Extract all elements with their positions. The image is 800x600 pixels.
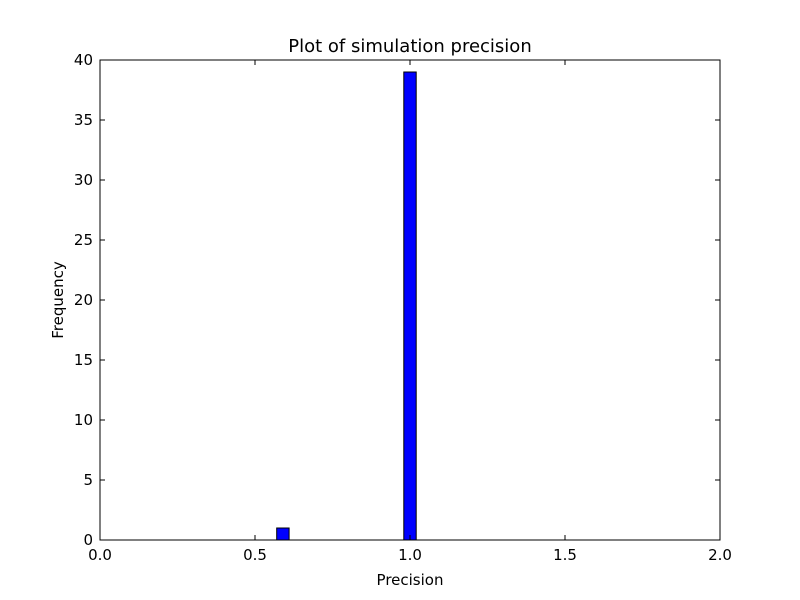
x-tick-label-0: 0.0 bbox=[88, 546, 112, 564]
ticks-layer: 0.0 0.5 1.0 1.5 2.0 0 5 10 15 20 25 30 35 40 bbox=[74, 51, 732, 564]
plot-frame bbox=[99, 59, 721, 541]
y-tick-label-0: 0 bbox=[83, 531, 93, 549]
y-tick-label-6: 30 bbox=[74, 171, 93, 189]
bars-layer bbox=[276, 71, 417, 541]
x-tick-label-2: 1.0 bbox=[398, 546, 422, 564]
histogram-bar-1 bbox=[403, 71, 417, 541]
y-axis-label: Frequency bbox=[49, 261, 67, 339]
x-tick-label-1: 0.5 bbox=[243, 546, 267, 564]
y-tick-label-3: 15 bbox=[74, 351, 93, 369]
chart-title: Plot of simulation precision bbox=[288, 36, 531, 57]
y-tick-label-4: 20 bbox=[74, 291, 93, 309]
histogram-bar-0 bbox=[276, 527, 290, 541]
x-tick-label-3: 1.5 bbox=[553, 546, 577, 564]
y-tick-label-5: 25 bbox=[74, 231, 93, 249]
x-tick-label-4: 2.0 bbox=[708, 546, 732, 564]
y-tick-label-8: 40 bbox=[74, 51, 93, 69]
y-tick-label-2: 10 bbox=[74, 411, 93, 429]
y-tick-label-1: 5 bbox=[83, 471, 93, 489]
x-axis-label: Precision bbox=[377, 571, 444, 589]
y-tick-label-7: 35 bbox=[74, 111, 93, 129]
